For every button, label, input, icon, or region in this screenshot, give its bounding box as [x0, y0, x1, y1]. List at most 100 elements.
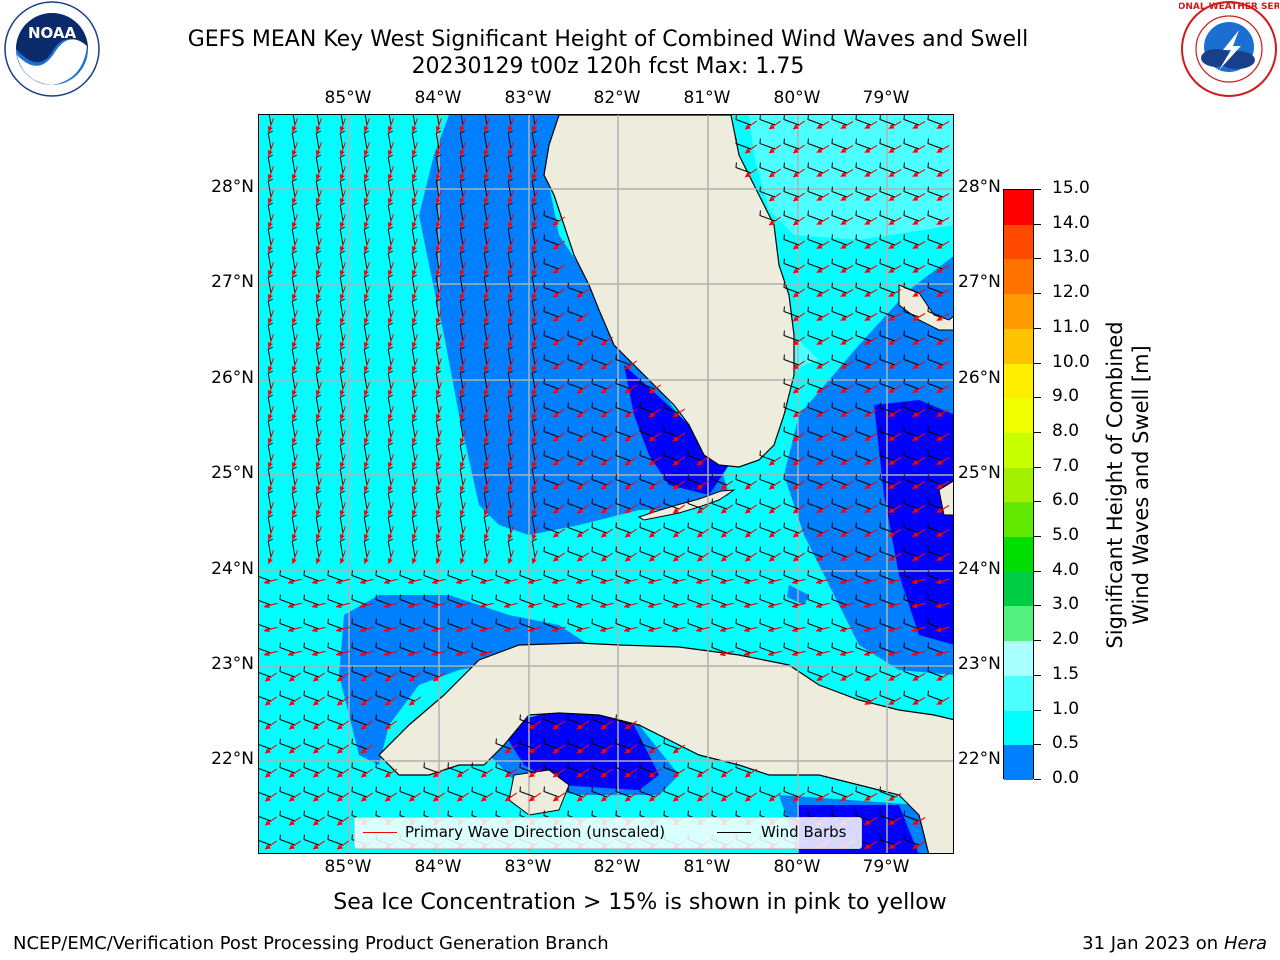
wave-direction-arrow [531, 358, 538, 373]
wind-barb [879, 115, 896, 126]
wind-barb [783, 786, 800, 798]
wind-barb [259, 840, 272, 846]
wind-barb [591, 714, 608, 726]
wave-direction-arrow [552, 216, 566, 226]
wave-direction-arrow [744, 168, 758, 178]
wind-barb [759, 450, 776, 462]
wave-direction-arrow [459, 406, 466, 421]
colorbar-segment [1004, 467, 1033, 503]
wave-direction-arrow [459, 358, 466, 373]
wave-direction-arrow [936, 241, 950, 249]
wave-direction-arrow [887, 602, 902, 609]
wave-direction-arrow [864, 289, 878, 297]
wave-direction-arrow [624, 744, 638, 754]
wave-direction-arrow [359, 578, 374, 585]
wave-direction-arrow [339, 262, 346, 277]
wind-barb [927, 474, 944, 486]
wind-barb [855, 234, 872, 246]
wave-direction-arrow [576, 456, 590, 466]
wave-direction-arrow [792, 456, 806, 466]
wind-barb [711, 474, 728, 486]
wave-direction-arrow [599, 626, 614, 633]
wave-direction-arrow [696, 528, 710, 538]
wave-direction-arrow [600, 480, 614, 490]
wave-direction-arrow [624, 504, 638, 514]
wave-direction-arrow [624, 768, 638, 778]
wave-direction-arrow [483, 286, 490, 301]
wind-barb [831, 378, 848, 390]
wind-barb [735, 162, 752, 174]
wave-direction-arrow [312, 672, 326, 682]
wave-direction-arrow [600, 552, 614, 562]
wave-direction-arrow [531, 550, 538, 565]
wave-direction-arrow [864, 337, 878, 345]
wave-direction-arrow [912, 385, 926, 393]
wind-barb [399, 666, 416, 678]
wave-direction-arrow [531, 142, 538, 157]
wave-direction-arrow [648, 792, 662, 802]
wave-direction-arrow [411, 190, 418, 205]
wave-direction-arrow [864, 169, 878, 177]
wave-direction-arrow [267, 334, 274, 349]
wind-barb [879, 546, 896, 558]
wave-direction-arrow [888, 217, 902, 225]
wave-direction-arrow [672, 480, 686, 490]
wind-barb [903, 115, 920, 126]
colorbar-segment [1004, 745, 1033, 781]
wind-barb [519, 762, 536, 774]
wind-barb [447, 762, 464, 774]
wind-barb [543, 786, 560, 798]
colorbar-tick-label: 6.0 [1052, 490, 1080, 511]
wind-barb [259, 816, 272, 822]
wind-barb [639, 546, 656, 558]
wind-barb [783, 162, 800, 174]
wave-direction-arrow [912, 289, 926, 297]
wind-barb [471, 786, 488, 798]
wind-barb [663, 522, 680, 534]
wave-direction-arrow [315, 526, 322, 541]
wind-barb [807, 522, 824, 534]
wind-barb [831, 786, 848, 798]
wind-barb [687, 498, 704, 510]
wave-direction-arrow [816, 121, 830, 129]
wave-direction-arrow [552, 744, 566, 754]
colorbar-tick-mark [1034, 640, 1041, 642]
wave-direction-arrow [816, 193, 830, 201]
wave-direction-arrow [744, 552, 758, 562]
wave-direction-arrow [315, 286, 322, 301]
wave-direction-arrow [695, 626, 710, 633]
wave-direction-arrow [411, 478, 418, 493]
wind-barb [663, 402, 680, 414]
wind-barb [303, 690, 320, 702]
wave-direction-arrow [912, 217, 926, 225]
wave-direction-arrow [315, 478, 322, 493]
wave-direction-arrow [411, 430, 418, 445]
chart-title: GEFS MEAN Key West Significant Height of… [187, 27, 1029, 52]
wind-barb [639, 738, 656, 750]
wave-direction-arrow [459, 502, 466, 517]
wave-direction-arrow [267, 286, 274, 301]
colorbar-tick-label: 7.0 [1052, 455, 1080, 476]
lat-label-right: 28°N [958, 177, 1001, 197]
wave-direction-arrow [863, 578, 878, 585]
wave-direction-arrow [483, 502, 490, 517]
wind-barb [855, 450, 872, 462]
wind-barb [807, 282, 824, 294]
wave-direction-arrow [387, 334, 394, 349]
wind-barb [591, 402, 608, 414]
wave-direction-arrow [888, 673, 902, 681]
wave-direction-arrow [459, 190, 466, 205]
colorbar-tick-label: 4.0 [1052, 559, 1080, 580]
wind-barb [783, 522, 800, 534]
wind-barb [783, 546, 800, 558]
wind-barb [303, 714, 320, 726]
wave-direction-arrow [648, 408, 662, 418]
colorbar-tick-label: 13.0 [1052, 247, 1090, 268]
wave-direction-arrow [888, 553, 902, 561]
wind-barb [903, 666, 920, 678]
wave-direction-arrow [411, 286, 418, 301]
wave-direction-arrow [720, 768, 734, 778]
wave-direction-arrow [435, 142, 442, 157]
wave-direction-arrow [483, 262, 490, 277]
wind-barb [807, 162, 824, 174]
